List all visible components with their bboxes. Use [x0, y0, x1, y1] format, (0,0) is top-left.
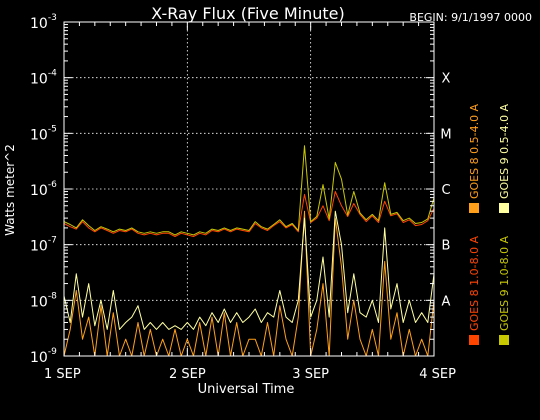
legend-swatch: [469, 203, 479, 213]
y-tick-exponent: -3: [48, 13, 57, 23]
flare-class-label: B: [442, 239, 451, 254]
series-line: [63, 210, 435, 357]
y-tick-label: 10-5: [30, 124, 57, 143]
y-tick-base: 10: [30, 127, 48, 143]
series-line: [63, 145, 435, 236]
y-tick-label: 10-3: [30, 13, 57, 32]
y-tick-exponent: -9: [48, 347, 57, 357]
legend-swatch: [499, 203, 509, 213]
y-tick-label: 10-4: [30, 69, 57, 88]
y-tick-base: 10: [30, 16, 48, 32]
flare-class-label: M: [440, 127, 451, 142]
y-tick-label: 10-8: [30, 291, 57, 310]
flare-class-labels: X M C B A: [440, 72, 451, 310]
y-tick-base: 10: [30, 239, 48, 255]
axis-ticks: [63, 21, 435, 357]
x-tick-label: 3 SEP: [292, 367, 329, 382]
x-tick-label: 4 SEP: [419, 367, 456, 382]
y-tick-base: 10: [30, 294, 48, 310]
legend-label: GOES 8 0.5-4.0 A: [468, 103, 481, 199]
x-tick-labels: 1 SEP 2 SEP 3 SEP 4 SEP: [44, 367, 456, 382]
begin-date-label: BEGIN: 9/1/1997 0000: [409, 11, 532, 24]
y-tick-label: 10-7: [30, 236, 57, 255]
grid-lines: [64, 22, 434, 356]
legend-swatch: [499, 335, 509, 345]
flare-class-label: C: [441, 183, 450, 198]
y-tick-base: 10: [30, 72, 48, 88]
flare-class-label: X: [442, 72, 451, 87]
y-tick-label: 10-9: [30, 347, 57, 366]
legend: GOES 8 1.0-8.0 A GOES 8 0.5-4.0 A GOES 9 1…: [468, 103, 511, 345]
series-line: [63, 210, 435, 330]
y-tick-exponent: -6: [48, 180, 57, 190]
y-tick-exponent: -5: [48, 124, 57, 134]
x-axis-label: Universal Time: [198, 382, 295, 397]
y-tick-labels: 10-310-410-510-610-710-810-9: [30, 13, 57, 366]
y-tick-exponent: -7: [48, 236, 57, 246]
y-tick-exponent: -4: [48, 69, 57, 79]
flare-class-label: A: [442, 294, 451, 309]
legend-label: GOES 9 1.0-8.0 A: [498, 235, 511, 331]
y-tick-base: 10: [30, 350, 48, 366]
y-tick-label: 10-6: [30, 180, 57, 199]
x-tick-label: 1 SEP: [44, 367, 81, 382]
y-tick-exponent: -8: [48, 291, 57, 301]
x-tick-label: 2 SEP: [169, 367, 206, 382]
chart-title: X-Ray Flux (Five Minute): [151, 4, 344, 23]
legend-swatch: [469, 335, 479, 345]
y-axis-label: Watts meter^2: [3, 144, 17, 236]
series-line: [63, 191, 435, 237]
data-series: [63, 145, 435, 357]
legend-label: GOES 8 1.0-8.0 A: [468, 235, 481, 331]
y-tick-base: 10: [30, 183, 48, 199]
legend-label: GOES 9 0.5-4.0 A: [498, 103, 511, 199]
